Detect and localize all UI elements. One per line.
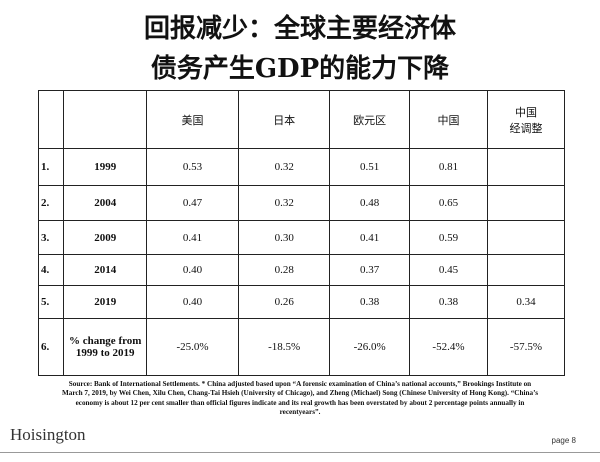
row-label: 5. [37,285,65,319]
title-line: 回报减少：全球主要经济体 [143,14,456,44]
source-note: Source: Bank of International Settlement… [61,380,538,417]
value-cell: 0.38 [409,285,488,319]
value-cell: 0.53 [145,148,240,186]
value-cell: 0.38 [329,285,410,319]
value-cell: 0.28 [238,254,331,286]
header-row: 美国 日本 欧元区 中国 中国 经调整 [37,90,566,149]
value-cell: -25.0% [145,318,240,376]
value-cell: 0.48 [329,185,410,221]
header-text: 美国 [181,114,204,127]
footer-rule [0,452,600,453]
data-table: 美国 日本 欧元区 中国 中国 经调整 1. 1999 0.53 0.32 0.51 0.81 2. 20… [37,90,566,376]
header-text: 欧元区 [353,114,387,127]
value-cell [486,185,566,221]
row-label: 6. [37,318,65,376]
value-cell: -57.5% [486,318,566,376]
header-cell: 中国 经调整 [486,90,566,149]
value-cell: 0.45 [409,254,488,286]
table-row: 3. 2009 0.41 0.30 0.41 0.59 [37,220,566,255]
row-label: 2004 [63,185,147,221]
header-cell: 欧元区 [329,90,410,149]
row-label: 3. [37,220,65,255]
value-cell: 0.65 [409,185,488,221]
table-row: 2. 2004 0.47 0.32 0.48 0.65 [37,185,566,221]
value-cell [486,148,566,186]
value-cell: -26.0% [329,318,410,376]
value-cell: 0.30 [238,220,331,255]
value-cell: 0.40 [145,254,240,286]
value-cell: 0.40 [145,285,240,319]
value-cell: -52.4% [409,318,488,376]
value-cell [486,220,566,255]
value-cell: 0.34 [486,285,566,319]
value-cell: 0.41 [329,220,410,255]
title-line: 债务产生GDP的能力下降 [150,54,450,84]
row-label: 2014 [63,254,147,286]
value-cell: 0.81 [409,148,488,186]
value-cell: 0.59 [409,220,488,255]
header-cell [37,90,65,149]
table-row: 4. 2014 0.40 0.28 0.37 0.45 [37,254,566,286]
value-cell: 0.32 [238,185,331,221]
value-cell: 0.37 [329,254,410,286]
value-cell: 0.32 [238,148,331,186]
row-label: 2019 [63,285,147,319]
row-label: 1. [37,148,65,186]
value-cell: 0.26 [238,285,331,319]
table-row: 6.% change from 1999 to 2019 -25.0% -18.5%… [37,318,566,376]
page-number: page 8 [551,436,576,445]
header-text: 中国 [437,114,460,127]
header-cell: 日本 [238,90,331,149]
header-cell: 中国 [409,90,488,149]
header-cell: 美国 [145,90,240,149]
value-cell [486,254,566,286]
header-text: 经调整 [509,122,543,135]
row-label: % change from 1999 to 2019 [63,318,147,376]
row-label: 2. [37,185,65,221]
value-cell: -18.5% [238,318,331,376]
value-cell: 0.47 [145,185,240,221]
row-label: 4. [37,254,65,286]
table-row: 5. 2019 0.40 0.26 0.38 0.38 0.34 [37,285,566,319]
table-row: 1. 1999 0.53 0.32 0.51 0.81 [37,148,566,186]
logo: Hoisington [10,425,86,444]
header-text: 日本 [273,114,296,127]
header-cell [63,90,147,149]
row-label: 1999 [63,148,147,186]
value-cell: 0.41 [145,220,240,255]
row-label: 2009 [63,220,147,255]
header-text: 中国 [514,106,537,119]
value-cell: 0.51 [329,148,410,186]
